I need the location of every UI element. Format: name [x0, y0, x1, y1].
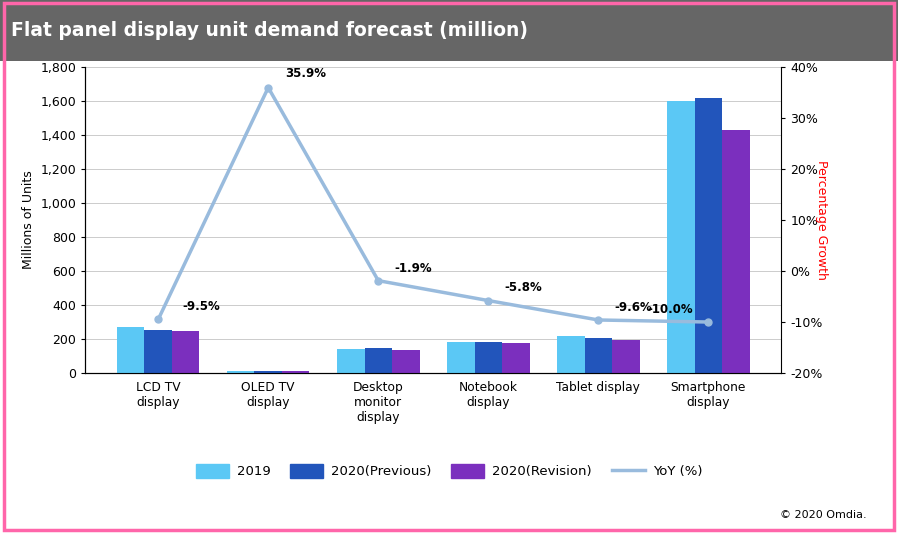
- Bar: [282, 371, 310, 373]
- Bar: [365, 348, 392, 373]
- Text: © 2020 Omdia.: © 2020 Omdia.: [780, 510, 867, 520]
- Bar: [502, 343, 530, 373]
- Bar: [695, 98, 722, 373]
- Legend: 2019, 2020(Previous), 2020(Revision), YoY (%): 2019, 2020(Previous), 2020(Revision), Yo…: [190, 459, 708, 484]
- Bar: [585, 338, 612, 373]
- Text: -9.5%: -9.5%: [182, 300, 220, 313]
- Text: -9.6%: -9.6%: [615, 301, 653, 314]
- Bar: [117, 327, 145, 373]
- Text: -1.9%: -1.9%: [395, 262, 433, 274]
- Bar: [254, 371, 282, 373]
- Y-axis label: Millions of Units: Millions of Units: [22, 171, 35, 269]
- Bar: [392, 350, 419, 373]
- Text: Flat panel display unit demand forecast (million): Flat panel display unit demand forecast …: [11, 21, 528, 40]
- Bar: [722, 130, 750, 373]
- Text: -5.8%: -5.8%: [505, 281, 542, 294]
- Bar: [227, 371, 254, 373]
- Y-axis label: Percentage Growth: Percentage Growth: [815, 160, 828, 280]
- Bar: [145, 330, 172, 373]
- Bar: [447, 342, 474, 373]
- Text: -10.0%: -10.0%: [647, 303, 693, 316]
- Bar: [612, 340, 639, 373]
- Bar: [172, 331, 199, 373]
- Bar: [667, 101, 695, 373]
- Text: 35.9%: 35.9%: [285, 67, 326, 80]
- Bar: [474, 342, 502, 373]
- Bar: [337, 349, 365, 373]
- Bar: [557, 336, 585, 373]
